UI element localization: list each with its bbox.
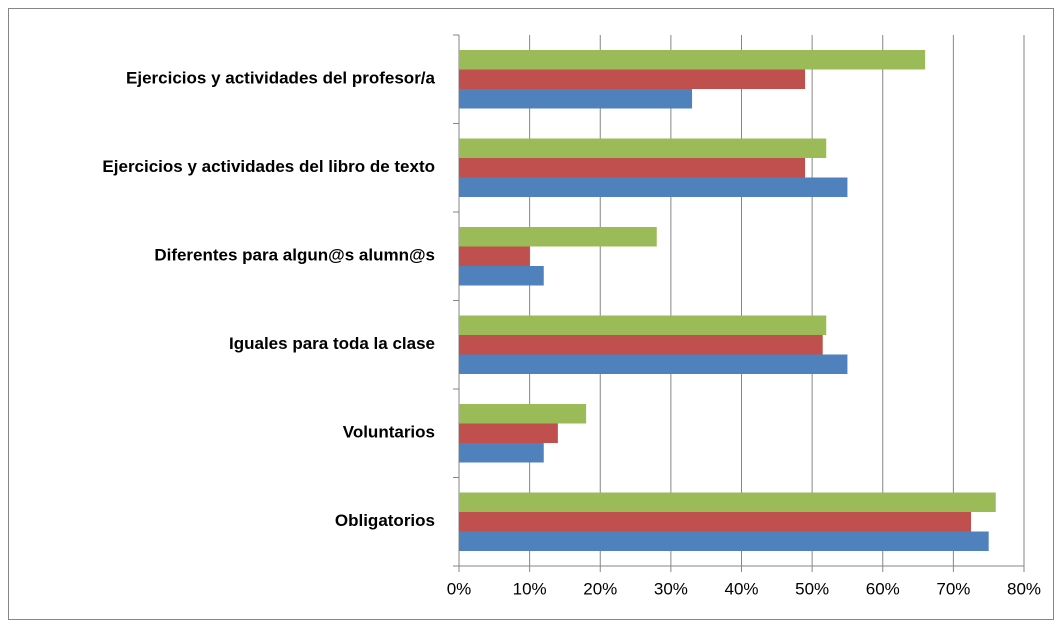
bar <box>459 138 827 158</box>
bar <box>459 531 989 551</box>
bar <box>459 443 544 463</box>
y-tick-label: Iguales para toda la clase <box>229 334 435 353</box>
bar <box>459 69 806 89</box>
bar <box>459 315 827 335</box>
bar <box>459 512 972 532</box>
bar <box>459 423 558 443</box>
bar <box>459 89 693 109</box>
bar <box>459 50 926 70</box>
bar <box>459 354 848 374</box>
x-tick-label: 80% <box>1007 579 1041 598</box>
bar <box>459 227 657 247</box>
bar <box>459 177 848 197</box>
bar <box>459 246 530 266</box>
x-tick-label: 70% <box>936 579 970 598</box>
y-tick-label: Diferentes para algun@s alumn@s <box>154 246 435 265</box>
y-tick-label: Voluntarios <box>343 423 435 442</box>
x-tick-label: 40% <box>724 579 758 598</box>
bar <box>459 266 544 286</box>
x-tick-label: 0% <box>447 579 472 598</box>
x-tick-label: 60% <box>866 579 900 598</box>
x-tick-label: 10% <box>513 579 547 598</box>
bar <box>459 158 806 178</box>
y-tick-label: Ejercicios y actividades del libro de te… <box>102 157 435 176</box>
bar <box>459 492 996 512</box>
bar <box>459 404 587 424</box>
x-tick-label: 30% <box>654 579 688 598</box>
y-tick-label: Ejercicios y actividades del profesor/a <box>126 69 436 88</box>
bar <box>459 335 823 355</box>
x-tick-label: 20% <box>583 579 617 598</box>
y-tick-label: Obligatorios <box>335 511 435 530</box>
x-tick-label: 50% <box>795 579 829 598</box>
